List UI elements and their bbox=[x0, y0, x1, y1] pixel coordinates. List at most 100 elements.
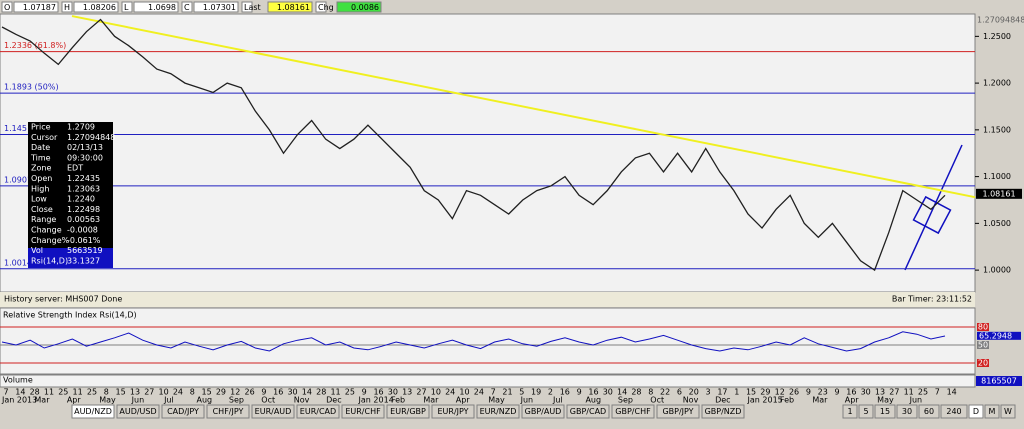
quote-key-box bbox=[61, 1, 73, 13]
timeframe-label[interactable]: 30 bbox=[902, 407, 912, 416]
tab-label[interactable]: GBP/CAD bbox=[570, 407, 606, 416]
timeframe-label[interactable]: 15 bbox=[880, 407, 890, 416]
tab-label[interactable]: EUR/JPY bbox=[437, 407, 468, 416]
tab-label[interactable]: CHF/JPY bbox=[213, 407, 244, 416]
tab[interactable] bbox=[701, 404, 745, 419]
timeframe-label[interactable]: 5 bbox=[863, 407, 868, 416]
tab-label[interactable]: EUR/AUD bbox=[255, 407, 292, 416]
price-panel bbox=[0, 13, 976, 293]
x-day-label: 23 bbox=[818, 388, 828, 397]
x-day-label: 16 bbox=[588, 388, 598, 397]
x-day-label: 15 bbox=[202, 388, 212, 397]
x-month-label: Jan 2013 bbox=[1, 396, 37, 405]
quote-value: 1.07301 bbox=[203, 3, 236, 12]
tab-label[interactable]: GBP/NZD bbox=[705, 407, 742, 416]
y-tick-label: 1.0000 bbox=[983, 266, 1011, 275]
timeframe-label[interactable]: 1 bbox=[847, 407, 852, 416]
channel-drawing bbox=[912, 195, 952, 235]
x-day-label: 9 bbox=[806, 388, 811, 397]
tab[interactable] bbox=[296, 404, 340, 419]
x-month-label: Jan 2015 bbox=[747, 396, 783, 405]
volume-panel bbox=[0, 374, 976, 388]
tab[interactable] bbox=[431, 404, 475, 419]
rsi-level-box bbox=[977, 359, 989, 367]
tab[interactable] bbox=[206, 404, 250, 419]
timeframe-label[interactable]: 60 bbox=[924, 407, 934, 416]
timeframe-label[interactable]: D bbox=[973, 407, 979, 416]
info-value: 0.00563 bbox=[67, 215, 100, 224]
x-day-label: 30 bbox=[861, 388, 871, 397]
tab[interactable] bbox=[71, 404, 115, 419]
tab-label[interactable]: CAD/JPY bbox=[167, 407, 199, 416]
info-key: Zone bbox=[31, 164, 51, 173]
timeframe-label[interactable]: M bbox=[989, 407, 996, 416]
tab[interactable] bbox=[386, 404, 430, 419]
timeframe-label[interactable]: W bbox=[1004, 407, 1012, 416]
status-right: Bar Timer: 23:11:52 bbox=[892, 295, 972, 304]
tab-label[interactable]: AUD/USD bbox=[119, 407, 156, 416]
x-month-label: Oct bbox=[650, 396, 664, 405]
x-day-label: 28 bbox=[30, 388, 40, 397]
tab-label[interactable]: EUR/GBP bbox=[390, 407, 426, 416]
quote-key-box bbox=[181, 1, 193, 13]
rsi-current-box bbox=[977, 331, 1021, 340]
info-key: Low bbox=[31, 195, 47, 204]
y-tick-label: 1.0500 bbox=[983, 219, 1011, 228]
tab-label[interactable]: EUR/CHF bbox=[345, 407, 381, 416]
x-day-label: 9 bbox=[261, 388, 266, 397]
tab-label[interactable]: GBP/AUD bbox=[525, 407, 562, 416]
timeframe-button[interactable] bbox=[842, 404, 858, 419]
tab[interactable] bbox=[566, 404, 610, 419]
tab[interactable] bbox=[161, 404, 205, 419]
x-day-label: 24 bbox=[474, 388, 484, 397]
fib-label: 1.0901 bbox=[4, 175, 32, 184]
tab-label[interactable]: EUR/NZD bbox=[480, 407, 517, 416]
timeframe-button[interactable] bbox=[1000, 404, 1016, 419]
info-value: 5663519 bbox=[67, 246, 103, 255]
x-day-label: 25 bbox=[87, 388, 97, 397]
timeframe-button[interactable] bbox=[858, 404, 874, 419]
tab[interactable] bbox=[251, 404, 295, 419]
x-day-label: 29 bbox=[760, 388, 770, 397]
tab-label[interactable]: AUD/NZD bbox=[74, 407, 112, 416]
x-day-label: 11 bbox=[73, 388, 83, 397]
x-day-label: 8 bbox=[104, 388, 109, 397]
timeframe-button[interactable] bbox=[918, 404, 940, 419]
info-value: 1.22498 bbox=[67, 205, 100, 214]
timeframe-button[interactable] bbox=[874, 404, 896, 419]
tab[interactable] bbox=[611, 404, 655, 419]
tab[interactable] bbox=[476, 404, 520, 419]
tab[interactable] bbox=[116, 404, 160, 419]
tab-label[interactable]: EUR/CAD bbox=[300, 407, 336, 416]
rsi-level-box bbox=[977, 341, 989, 349]
x-day-label: 30 bbox=[287, 388, 297, 397]
x-month-label: Jan 2014 bbox=[358, 396, 394, 405]
tab-label[interactable]: GBP/CHF bbox=[615, 407, 651, 416]
x-day-label: 16 bbox=[560, 388, 570, 397]
quote-value: 0.0086 bbox=[351, 3, 379, 12]
timeframe-label[interactable]: 240 bbox=[946, 407, 961, 416]
timeframe-button[interactable] bbox=[968, 404, 984, 419]
tab[interactable] bbox=[521, 404, 565, 419]
x-month-label: Jun bbox=[909, 396, 923, 405]
x-day-label: 14 bbox=[617, 388, 627, 397]
x-day-label: 28 bbox=[316, 388, 326, 397]
x-day-label: 15 bbox=[746, 388, 756, 397]
info-value: 1.23063 bbox=[67, 184, 100, 193]
x-day-label: 28 bbox=[631, 388, 641, 397]
x-day-label: 17 bbox=[717, 388, 727, 397]
x-month-label: May bbox=[488, 396, 505, 405]
rsi-level-label: 20 bbox=[978, 359, 988, 368]
y-tick-label: 1.1500 bbox=[983, 125, 1011, 134]
info-key: Change bbox=[31, 226, 62, 235]
tab[interactable] bbox=[656, 404, 700, 419]
x-day-label: 10 bbox=[459, 388, 469, 397]
timeframe-button[interactable] bbox=[940, 404, 968, 419]
timeframe-button[interactable] bbox=[896, 404, 918, 419]
timeframe-button[interactable] bbox=[984, 404, 1000, 419]
tab[interactable] bbox=[341, 404, 385, 419]
tab-label[interactable]: GBP/JPY bbox=[662, 407, 693, 416]
x-day-label: 8 bbox=[190, 388, 195, 397]
rsi-level-label: 50 bbox=[978, 341, 988, 350]
info-key: High bbox=[31, 184, 49, 193]
